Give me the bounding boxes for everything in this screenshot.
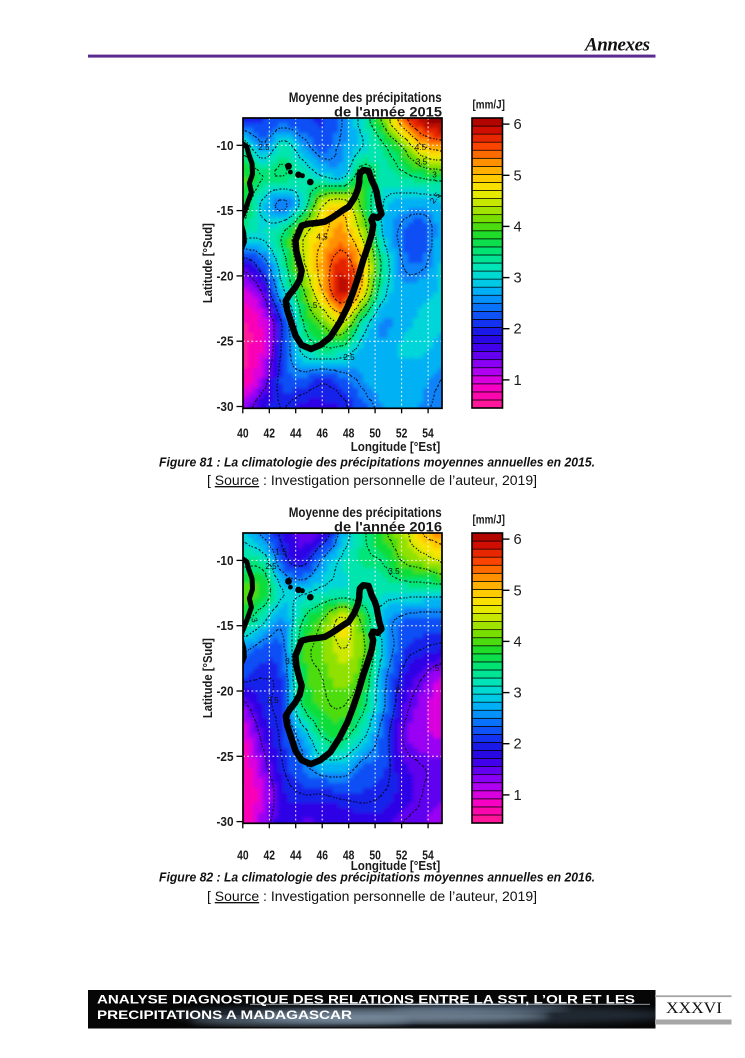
svg-text:52: 52: [396, 848, 408, 862]
svg-text:Figure 82 : La climatologie de: Figure 82 : La climatologie des précipit…: [159, 870, 595, 885]
svg-text:Moyenne des précipitations: Moyenne des précipitations: [289, 89, 442, 105]
svg-text:de l'année 2015: de l'année 2015: [334, 104, 442, 120]
svg-text:40: 40: [237, 848, 249, 862]
svg-text:[ Source : Investigation perso: [ Source : Investigation personnelle de …: [207, 889, 537, 904]
svg-text:42: 42: [264, 848, 276, 862]
svg-text:4: 4: [514, 219, 522, 235]
svg-text:48: 48: [343, 427, 355, 441]
svg-text:4: 4: [514, 634, 522, 650]
svg-text:2.5: 2.5: [258, 143, 270, 152]
svg-text:Annexes: Annexes: [584, 35, 650, 56]
svg-text:46: 46: [317, 427, 329, 441]
svg-text:3: 3: [432, 170, 437, 179]
svg-text:[ Source : Investigation perso: [ Source : Investigation personnelle de …: [207, 473, 537, 488]
svg-text:ANALYSE DIAGNOSTIQUE DES RELAT: ANALYSE DIAGNOSTIQUE DES RELATIONS ENTRE…: [97, 993, 635, 1006]
svg-text:50: 50: [369, 848, 381, 862]
svg-text:4.5: 4.5: [316, 232, 328, 241]
svg-text:Latitude [°Sud]: Latitude [°Sud]: [200, 223, 215, 303]
svg-text:3: 3: [514, 271, 522, 287]
svg-text:de l'année 2016: de l'année 2016: [334, 519, 442, 535]
svg-text:3: 3: [241, 206, 251, 212]
svg-text:-15: -15: [217, 619, 234, 633]
svg-text:3: 3: [249, 617, 259, 624]
svg-text:-20: -20: [217, 269, 234, 283]
svg-text:44: 44: [290, 427, 302, 441]
svg-text:-15: -15: [217, 204, 234, 218]
svg-text:1: 1: [514, 788, 522, 804]
svg-text:2: 2: [395, 685, 401, 695]
svg-text:1.5: 1.5: [275, 547, 287, 556]
svg-text:.5: .5: [433, 664, 440, 673]
svg-text:Longitude [°Est]: Longitude [°Est]: [351, 858, 441, 873]
svg-text:6: 6: [514, 117, 522, 133]
svg-text:-10: -10: [217, 554, 234, 568]
svg-text:PRECIPITATIONS A MADAGASCAR: PRECIPITATIONS A MADAGASCAR: [97, 1009, 353, 1022]
svg-text:-30: -30: [217, 400, 234, 414]
svg-text:3.5: 3.5: [285, 657, 297, 666]
svg-text:54: 54: [422, 848, 434, 862]
svg-text:3.5: 3.5: [388, 567, 400, 576]
svg-text:5: 5: [514, 583, 522, 599]
svg-text:.5: .5: [311, 301, 318, 310]
svg-text:52: 52: [396, 427, 408, 441]
svg-text:[mm/J]: [mm/J]: [473, 98, 505, 112]
svg-text:46: 46: [317, 848, 329, 862]
svg-text:54: 54: [422, 427, 434, 441]
svg-text:-25: -25: [217, 750, 234, 764]
svg-text:2.5: 2.5: [265, 562, 277, 571]
svg-text:Moyenne des précipitations: Moyenne des précipitations: [289, 504, 442, 520]
svg-text:3: 3: [514, 686, 522, 702]
svg-text:50: 50: [369, 427, 381, 441]
svg-text:-25: -25: [217, 335, 234, 349]
svg-text:48: 48: [343, 848, 355, 862]
svg-text:6: 6: [514, 532, 522, 548]
svg-text:-30: -30: [217, 815, 234, 829]
svg-text:42: 42: [264, 427, 276, 441]
svg-text:2.5: 2.5: [343, 353, 355, 362]
svg-text:40: 40: [237, 427, 249, 441]
svg-text:1: 1: [514, 373, 522, 389]
svg-text:2.5: 2.5: [267, 696, 279, 705]
svg-text:-10: -10: [217, 139, 234, 153]
svg-text:44: 44: [290, 848, 302, 862]
svg-text:Longitude [°Est]: Longitude [°Est]: [351, 439, 441, 454]
svg-text:3.5: 3.5: [416, 157, 428, 166]
svg-text:2: 2: [514, 322, 522, 338]
svg-text:-20: -20: [217, 685, 234, 699]
svg-text:4.5: 4.5: [415, 143, 427, 152]
svg-text:XXXVI: XXXVI: [666, 1000, 722, 1017]
svg-text:Latitude [°Sud]: Latitude [°Sud]: [200, 638, 215, 718]
svg-text:2: 2: [514, 737, 522, 753]
svg-text:[mm/J]: [mm/J]: [473, 513, 505, 527]
svg-text:5: 5: [514, 168, 522, 184]
svg-text:Figure 81 : La climatologie de: Figure 81 : La climatologie des précipit…: [159, 455, 595, 470]
